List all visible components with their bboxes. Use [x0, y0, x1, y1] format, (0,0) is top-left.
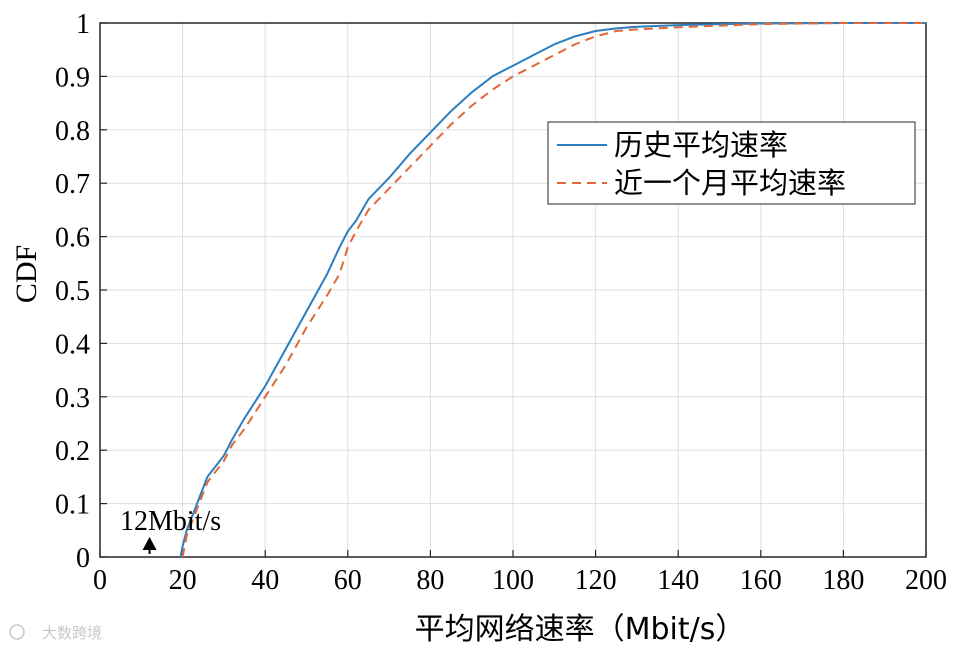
- watermark: 大数跨境: [9, 624, 102, 642]
- y-axis-label: CDF: [10, 245, 43, 303]
- y-tick-label: 0.9: [55, 62, 90, 93]
- y-tick-label: 0.3: [55, 383, 90, 414]
- y-tick-label: 1: [76, 9, 90, 40]
- x-tick-label: 40: [251, 565, 279, 596]
- x-tick-label: 160: [740, 565, 782, 596]
- y-tick-label: 0: [76, 543, 90, 574]
- series-line-recent-month: [181, 22, 926, 558]
- x-axis-label: 平均网络速率（Mbit/s）: [415, 612, 746, 647]
- y-tick-label: 0.8: [55, 116, 90, 147]
- x-tick-label: 60: [334, 565, 362, 596]
- y-tick-label: 0.6: [55, 223, 90, 254]
- series-line-historical: [179, 22, 926, 558]
- y-tick-label: 0.4: [55, 329, 90, 360]
- axis-ticks: 0 20 40 60 80 100 120 140 160 180 200 0 0.1 0.2 0.3 0.4…: [55, 9, 947, 596]
- legend-label-historical: 历史平均速率: [614, 128, 788, 162]
- watermark-text: 大数跨境: [42, 624, 102, 642]
- watermark-logo-icon: [9, 624, 25, 640]
- legend-box: [547, 121, 916, 205]
- legend: 历史平均速率 近一个月平均速率: [547, 121, 916, 205]
- annotation-12mbit: 12Mbit/s: [120, 506, 221, 554]
- y-tick-label: 0.7: [55, 169, 90, 200]
- x-tick-label: 120: [575, 565, 617, 596]
- series-layer: [179, 22, 926, 558]
- legend-label-recent-month: 近一个月平均速率: [614, 166, 846, 200]
- x-tick-label: 100: [492, 565, 534, 596]
- x-tick-label: 80: [416, 565, 444, 596]
- x-tick-label: 140: [657, 565, 699, 596]
- x-tick-label: 0: [93, 565, 107, 596]
- annotation-arrow-icon: [142, 537, 157, 550]
- x-tick-label: 200: [905, 565, 947, 596]
- y-tick-label: 0.1: [55, 490, 90, 521]
- x-tick-label: 180: [822, 565, 864, 596]
- annotation-text: 12Mbit/s: [120, 506, 221, 537]
- x-tick-label: 20: [169, 565, 197, 596]
- y-tick-label: 0.2: [55, 436, 90, 467]
- y-tick-label: 0.5: [55, 276, 90, 307]
